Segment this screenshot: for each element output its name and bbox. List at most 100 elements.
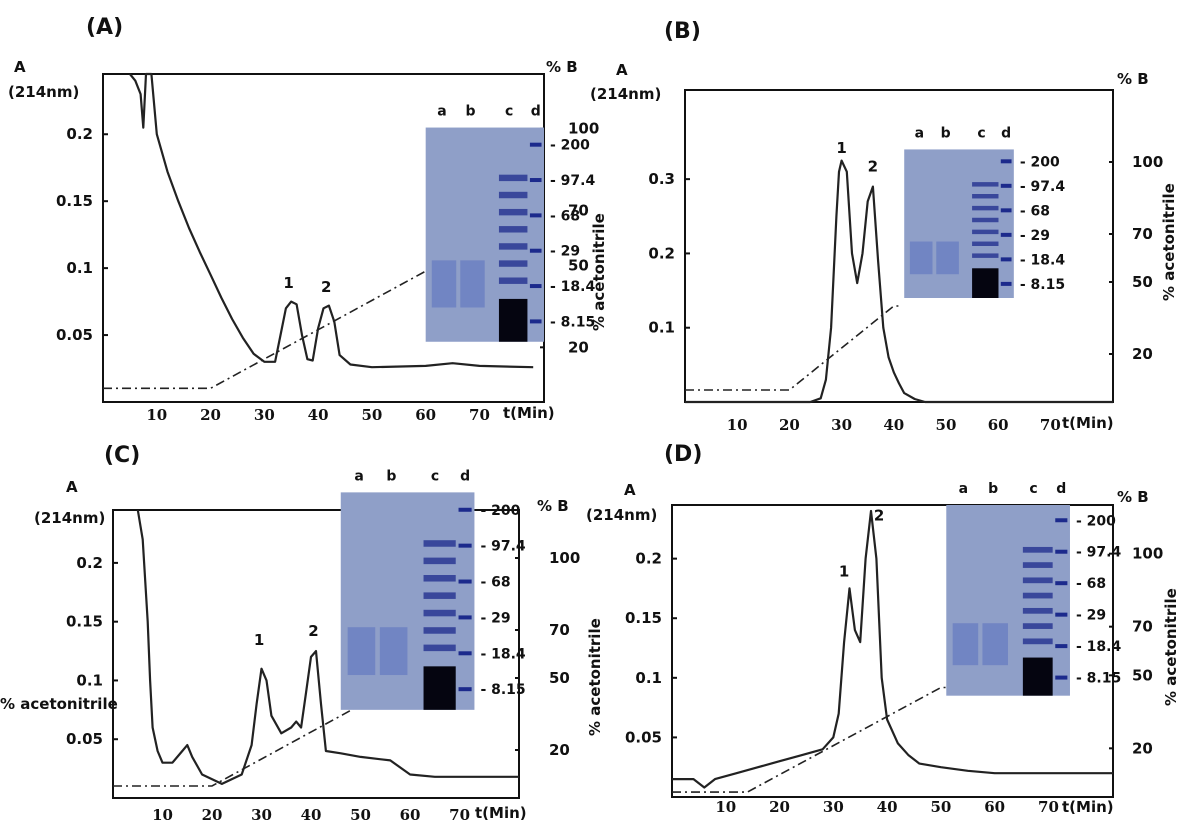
gel-marker-label: - 29: [1020, 228, 1050, 244]
gel-ladder-band: [529, 248, 542, 253]
gel-lane-band: [423, 627, 456, 634]
gel-lane-band: [982, 623, 1008, 666]
x-tick-label: 10: [146, 406, 167, 424]
gel-marker-label: - 29: [550, 244, 580, 260]
gel-marker-label: - 8.15: [1020, 277, 1065, 293]
x-tick-label: 60: [415, 406, 436, 424]
y-tick-label: 0.2: [76, 554, 103, 572]
y2-tick-label: 50: [568, 256, 589, 274]
y2-axis-title-left: % acetonitrile: [586, 618, 604, 736]
gel-lane-label: a: [354, 468, 363, 484]
gel-lane-band: [498, 208, 528, 216]
y-tick-label: 0.05: [66, 730, 103, 748]
x-tick-label: 10: [715, 798, 736, 816]
gel-lane-band: [1022, 546, 1053, 553]
gel-marker-label: - 18.4: [1076, 639, 1121, 655]
gel-lane-band: [431, 260, 457, 308]
y-tick-label: 0.15: [66, 613, 103, 631]
y-axis-label: A: [624, 481, 636, 499]
y2-tick-label: 50: [1132, 273, 1153, 291]
gel-ladder-band: [458, 651, 472, 656]
gel-marker-label: - 97.4: [480, 539, 525, 555]
plot-frame: [671, 504, 1114, 798]
panel-letter: (C): [104, 443, 140, 468]
x-tick-label: 20: [769, 798, 790, 816]
gel-dark-band: [972, 268, 999, 298]
gel-lane-label: b: [941, 125, 951, 141]
y2-tick-label: 100: [568, 120, 599, 138]
x-tick-label: 60: [984, 798, 1005, 816]
x-axis-label: t(Min): [503, 404, 555, 422]
gel-lane-band: [972, 217, 999, 223]
gel-ladder-band: [1000, 257, 1012, 262]
y-tick-label: 0.2: [66, 125, 93, 143]
y2-tick-label: 70: [1132, 225, 1153, 243]
gel-lane-band: [972, 229, 999, 235]
gel-lane-band: [972, 194, 999, 199]
y2-axis-title: % acetonitrile: [1162, 588, 1180, 706]
gel-lane-label: b: [386, 468, 396, 484]
gel-lane-band: [952, 623, 979, 666]
y2-tick-label: 70: [1132, 618, 1153, 636]
gel-lane-band: [423, 557, 456, 565]
y-tick-label: 0.15: [56, 192, 93, 210]
gel-lane-band: [1022, 562, 1053, 568]
absorbance-trace: [685, 159, 1113, 404]
gel-lane-label: d: [531, 104, 541, 120]
gel-lane-band: [423, 575, 456, 582]
gel-lane-band: [347, 627, 376, 676]
x-tick-label: 30: [254, 406, 275, 424]
gel-ladder-band: [529, 142, 542, 147]
panel-letter: (B): [664, 19, 701, 44]
gel-lane-band: [498, 243, 528, 250]
gel-lane-band: [972, 205, 999, 211]
gel-lane-label: c: [431, 468, 439, 484]
gel-ladder-band: [458, 579, 472, 584]
x-axis-label: t(Min): [475, 804, 527, 822]
gel-lane-label: c: [1029, 481, 1037, 497]
gel-marker-label: - 200: [480, 503, 520, 519]
x-tick-label: 30: [823, 798, 844, 816]
gel-marker-label: - 68: [550, 208, 580, 224]
gel-ladder-band: [1055, 644, 1068, 649]
y-axis-unit: (214nm): [8, 83, 79, 101]
gel-lane-label: b: [988, 481, 998, 497]
x-tick-label: 20: [779, 416, 800, 434]
y-tick-label: 0.2: [635, 550, 662, 568]
y2-axis-label: % B: [546, 58, 578, 76]
gel-lane-band: [423, 540, 456, 547]
x-tick-label: 20: [202, 806, 223, 824]
y-tick-label: 0.1: [66, 259, 93, 277]
x-tick-label: 20: [200, 406, 221, 424]
x-tick-label: 40: [883, 416, 904, 434]
y2-axis-title: % acetonitrile: [0, 695, 118, 713]
x-axis-label: t(Min): [1062, 414, 1114, 432]
gel-lane-band: [936, 241, 959, 275]
gel-marker-label: - 29: [1076, 608, 1106, 624]
y2-axis-title: % acetonitrile: [1160, 183, 1178, 301]
panel-letter: (A): [86, 15, 123, 40]
x-tick-label: 50: [930, 798, 951, 816]
gel-ladder-band: [458, 507, 472, 512]
gel-marker-label: - 18.4: [480, 646, 525, 662]
absorbance-trace: [136, 509, 519, 785]
peak-label: 2: [321, 278, 331, 296]
gel-lane-label: b: [465, 104, 475, 120]
y2-axis-label: % B: [1117, 70, 1149, 88]
gel-lane-band: [972, 253, 999, 258]
x-tick-label: 50: [361, 406, 382, 424]
y2-axis-label: % B: [1117, 488, 1149, 506]
y-tick-label: 0.1: [648, 319, 675, 337]
gel-marker-label: - 97.4: [1076, 545, 1121, 561]
gel-lane-label: d: [1001, 125, 1011, 141]
gel-marker-label: - 200: [550, 138, 590, 154]
gel-ladder-band: [1055, 518, 1068, 523]
gel-marker-label: - 68: [1076, 576, 1106, 592]
gel-marker-label: - 8.15: [1076, 671, 1121, 687]
y2-tick-label: 20: [549, 741, 570, 759]
gel-dark-band: [1022, 657, 1053, 696]
gel-dark-band: [498, 298, 528, 342]
x-tick-label: 50: [936, 416, 957, 434]
gel-lane-label: c: [977, 125, 985, 141]
x-tick-label: 10: [727, 416, 748, 434]
